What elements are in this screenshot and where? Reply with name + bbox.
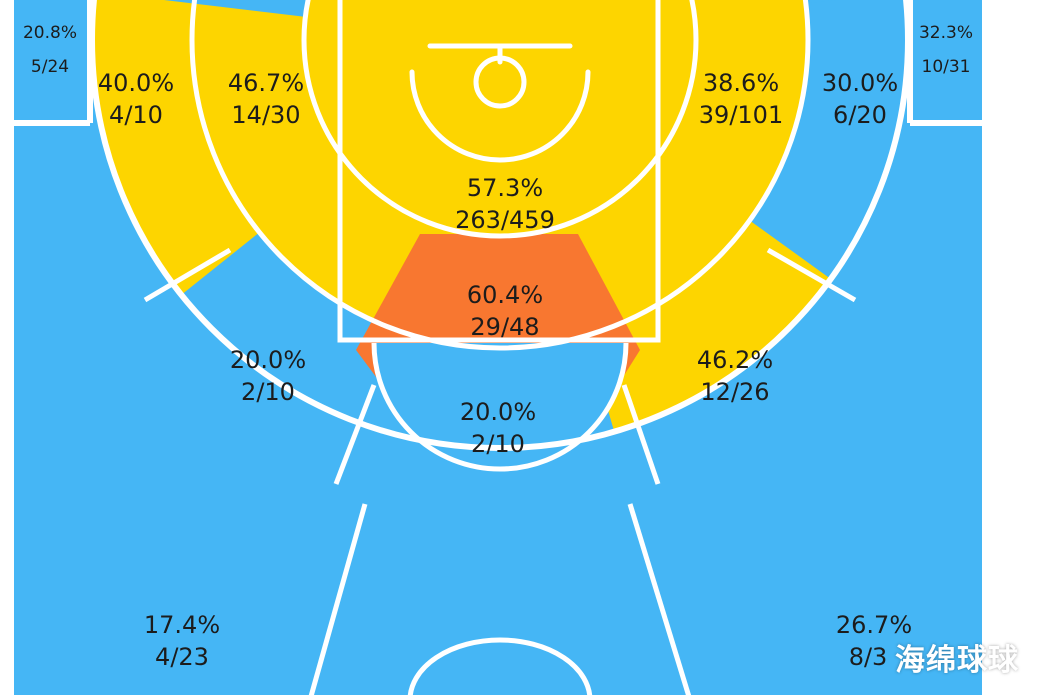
label-right-baseline-long-two-pct: 30.0% (822, 69, 898, 97)
label-top-key-long-two-made: 2/10 (471, 430, 525, 458)
sep-left-top (333, 384, 377, 485)
three-point-arc (89, 0, 911, 451)
free-throw-arc (371, 342, 629, 472)
center-circle (407, 637, 593, 695)
paint-box (337, 0, 661, 343)
label-paint-non-ra-pct: 60.4% (467, 281, 543, 309)
basket-rim (473, 55, 527, 109)
label-left-wing-long-two-made: 2/10 (241, 378, 295, 406)
label-restricted-area-pct: 57.3% (467, 174, 543, 202)
inner-arc (189, 0, 811, 351)
label-restricted-area-made: 263/459 (455, 206, 555, 234)
label-top-key-long-two-pct: 20.0% (460, 398, 536, 426)
sep-left-baseline (143, 247, 232, 303)
sep-right-lower (627, 503, 692, 695)
label-right-wing-three-pct: 26.7% (836, 611, 912, 639)
label-right-wing-three-made: 8/3 (849, 643, 888, 671)
sep-left-lower (308, 503, 368, 695)
label-left-corner-three-made: 5/24 (31, 57, 69, 77)
label-left-baseline-long-two-made: 4/10 (109, 101, 163, 129)
label-left-wing-long-two-pct: 20.0% (230, 346, 306, 374)
label-right-short-midrange-pct: 38.6% (703, 69, 779, 97)
sep-right-baseline (766, 247, 857, 303)
restricted-area-arc (409, 69, 591, 163)
label-paint-non-ra-made: 29/48 (470, 313, 539, 341)
label-right-corner-three-made: 10/31 (922, 57, 971, 77)
label-left-short-midrange-pct: 46.7% (228, 69, 304, 97)
label-left-short-midrange-made: 14/30 (231, 101, 300, 129)
label-right-baseline-long-two-made: 6/20 (833, 101, 887, 129)
sep-right-top (621, 384, 661, 485)
label-left-corner-three-pct: 20.8% (23, 23, 77, 43)
restricted-arc (301, 0, 699, 239)
label-right-wing-long-two-made: 12/26 (700, 378, 769, 406)
label-right-wing-long-two-pct: 46.2% (697, 346, 773, 374)
zone-right-corner-three (910, 0, 982, 122)
watermark-logo: 海绵球球 (895, 643, 1019, 678)
label-left-wing-three-made: 4/23 (155, 643, 209, 671)
zone-top-key-pocket (374, 343, 626, 469)
label-left-wing-three-pct: 17.4% (144, 611, 220, 639)
label-left-baseline-long-two-pct: 40.0% (98, 69, 174, 97)
label-right-short-midrange-made: 39/101 (699, 101, 783, 129)
zone-labels: 20.8% 5/24 32.3% 10/31 40.0% 4/10 46.7% … (23, 23, 973, 671)
zone-left-corner-three (14, 0, 90, 122)
label-right-corner-three-pct: 32.3% (919, 23, 973, 43)
